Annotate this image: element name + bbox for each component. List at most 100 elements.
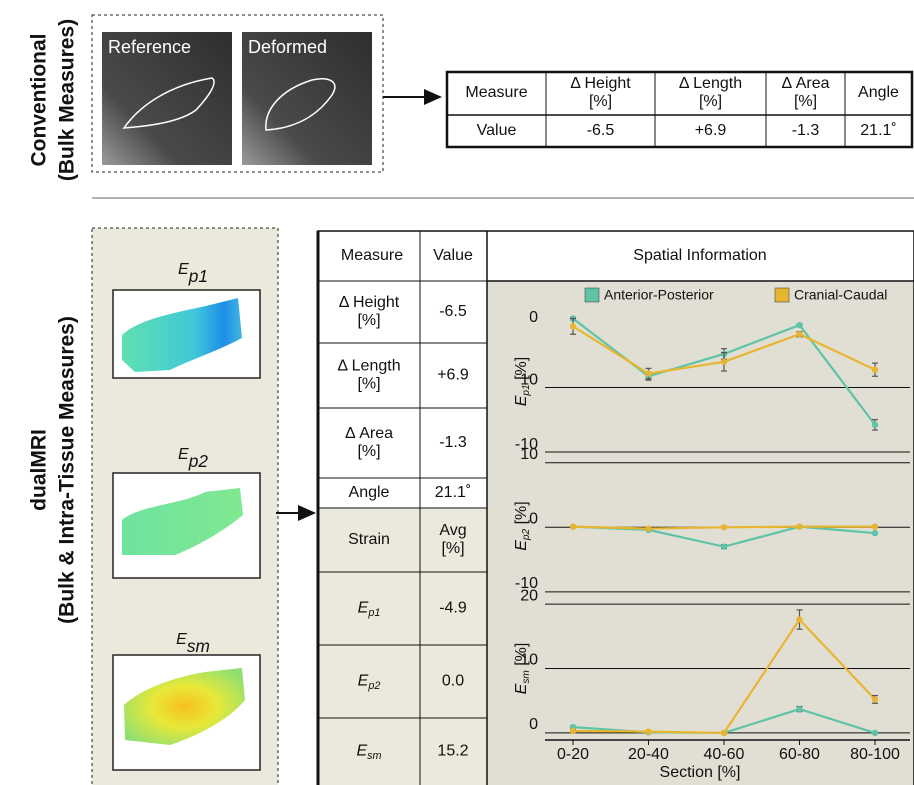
cell-text: Measure	[465, 84, 527, 101]
cell-text: Δ Area	[345, 425, 393, 442]
page: Conventional(Bulk Measures)dualMRI(Bulk …	[0, 0, 914, 785]
point	[872, 730, 878, 736]
cell-text: Angle	[858, 84, 899, 101]
cell-text: 15.2	[437, 743, 468, 760]
y-axis-label: Ep1 [%]	[513, 357, 532, 406]
symbol-unit: [%]	[513, 501, 530, 529]
point	[721, 730, 727, 736]
y-tick-label: 0	[529, 511, 538, 528]
x-tick-label: 40-60	[704, 746, 745, 763]
cell-text: [%]	[357, 376, 380, 393]
symbol-letter: E	[176, 631, 187, 648]
point	[645, 370, 651, 376]
cell-text: [%]	[794, 93, 817, 110]
point	[570, 523, 576, 529]
cell-text: [%]	[357, 312, 380, 329]
point	[645, 728, 651, 734]
point	[570, 323, 576, 329]
cell-text: Value	[433, 247, 473, 264]
legend-entry: Cranial-Caudal	[794, 287, 887, 303]
x-tick-label: 60-80	[779, 746, 820, 763]
y-tick-label: 20	[520, 587, 538, 604]
cell-text: [%]	[589, 93, 612, 110]
legend-entry: Anterior-Posterior	[604, 287, 714, 303]
point	[796, 331, 802, 337]
x-axis-label: Section [%]	[660, 764, 741, 781]
cell-text: +6.9	[437, 367, 469, 384]
arrow-head	[298, 505, 316, 521]
y-axis-label: Ep2 [%]	[513, 501, 532, 550]
symbol-letter: E	[513, 683, 530, 694]
symbol-subscript: p1	[188, 266, 208, 286]
cell-text: Avg	[439, 522, 466, 539]
symbol-subscript: p2	[188, 451, 209, 471]
symbol-letter: E	[358, 600, 369, 617]
cell-text: Value	[477, 122, 517, 139]
symbol-letter: E	[178, 261, 189, 278]
cell-text: +6.9	[695, 122, 727, 139]
symbol-subscript: p1	[521, 384, 532, 396]
point	[872, 696, 878, 702]
point	[645, 525, 651, 531]
image-label: Deformed	[248, 37, 327, 57]
side-label: Conventional	[28, 33, 51, 166]
cell-text: 0.0	[442, 673, 464, 690]
point	[796, 706, 802, 712]
image-label: Reference	[108, 37, 191, 57]
symbol-subscript: p2	[367, 680, 380, 692]
symbol-letter: E	[513, 540, 530, 551]
point	[872, 366, 878, 372]
cell-text: [%]	[441, 540, 464, 557]
symbol-subscript: p1	[367, 607, 380, 619]
x-tick-label: 20-40	[628, 746, 669, 763]
point	[796, 322, 802, 328]
figure: Conventional(Bulk Measures)dualMRI(Bulk …	[0, 0, 914, 785]
panel-title: Spatial Information	[633, 247, 766, 264]
x-tick-label: 80-100	[850, 746, 900, 763]
cell-text: Δ Height	[339, 294, 400, 311]
cell-text: 21.1˚	[435, 484, 471, 501]
cell-text: Δ Length	[337, 358, 400, 375]
symbol-subscript: sm	[521, 670, 532, 683]
point	[796, 616, 802, 622]
symbol-subscript: sm	[367, 750, 381, 762]
point	[872, 422, 878, 428]
cell-text: -4.9	[439, 600, 467, 617]
y-tick-label: 10	[520, 446, 538, 463]
arrow-head	[424, 89, 442, 105]
y-tick-label: 0	[529, 716, 538, 733]
side-label: (Bulk Measures)	[56, 19, 79, 181]
cell-text: Strain	[348, 531, 390, 548]
symbol-subscript: sm	[187, 636, 210, 656]
symbol-unit: [%]	[513, 643, 530, 671]
symbol-letter: E	[178, 446, 189, 463]
legend-swatch	[585, 288, 599, 302]
legend-swatch	[775, 288, 789, 302]
symbol-letter: E	[358, 673, 369, 690]
symbol-unit: [%]	[513, 357, 530, 385]
point	[872, 530, 878, 536]
cell-text: Δ Height	[570, 75, 631, 92]
cell-text: -1.3	[792, 122, 820, 139]
point	[721, 359, 727, 365]
symbol-subscript: p2	[521, 528, 532, 541]
symbol-letter: E	[356, 743, 367, 760]
point	[872, 523, 878, 529]
cell-text: Δ Length	[679, 75, 742, 92]
cell-text: Δ Area	[781, 75, 829, 92]
point	[721, 524, 727, 530]
cell-text: [%]	[357, 443, 380, 460]
cell-text: [%]	[699, 93, 722, 110]
y-axis-label: Esm [%]	[513, 643, 532, 695]
point	[570, 728, 576, 734]
y-tick-label: 0	[529, 309, 538, 326]
cell-text: -6.5	[439, 303, 467, 320]
cell-text: 21.1˚	[860, 122, 896, 139]
point	[721, 543, 727, 549]
cell-text: -1.3	[439, 434, 467, 451]
symbol-letter: E	[513, 395, 530, 406]
side-label: dualMRI	[28, 429, 51, 511]
point	[796, 523, 802, 529]
x-tick-label: 0-20	[557, 746, 589, 763]
cell-text: Angle	[349, 484, 390, 501]
